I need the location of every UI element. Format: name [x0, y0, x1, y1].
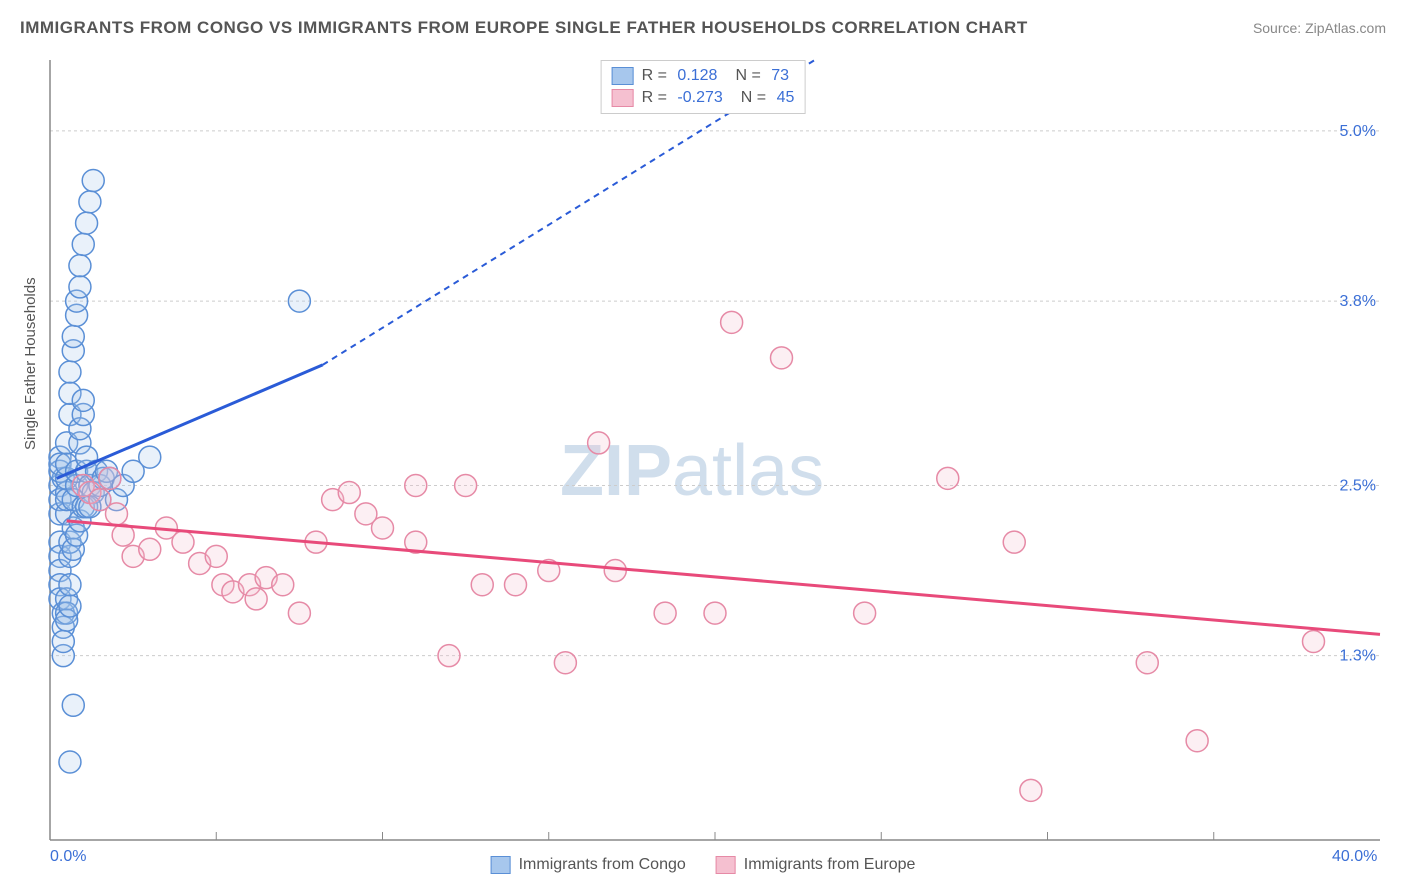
legend-swatch: [716, 856, 736, 874]
x-axis-max-label: 40.0%: [1332, 848, 1377, 866]
legend-label: Immigrants from Europe: [744, 856, 916, 874]
correlation-legend: R = 0.128N = 73 R = -0.273N = 45: [601, 60, 806, 114]
series-legend: Immigrants from Congo Immigrants from Eur…: [491, 856, 916, 874]
svg-text:1.3%: 1.3%: [1340, 648, 1376, 665]
source-credit: Source: ZipAtlas.com: [1253, 20, 1386, 36]
legend-stat-row: R = 0.128N = 73: [612, 65, 795, 87]
svg-text:5.0%: 5.0%: [1340, 123, 1376, 140]
svg-text:2.5%: 2.5%: [1340, 477, 1376, 494]
chart-title: IMMIGRANTS FROM CONGO VS IMMIGRANTS FROM…: [20, 18, 1028, 38]
legend-swatch: [612, 89, 634, 107]
x-axis-min-label: 0.0%: [50, 848, 86, 866]
legend-stat-text: R = -0.273N = 45: [642, 89, 795, 107]
chart-container: IMMIGRANTS FROM CONGO VS IMMIGRANTS FROM…: [0, 0, 1406, 892]
chart-svg: 1.3% 2.5% 3.8% 5.0%: [0, 50, 1406, 892]
legend-stat-row: R = -0.273N = 45: [612, 87, 795, 109]
legend-swatch: [612, 67, 634, 85]
svg-text:3.8%: 3.8%: [1340, 293, 1376, 310]
legend-item: Immigrants from Europe: [716, 856, 916, 874]
legend-item: Immigrants from Congo: [491, 856, 686, 874]
legend-label: Immigrants from Congo: [519, 856, 686, 874]
legend-stat-text: R = 0.128N = 73: [642, 67, 789, 85]
legend-swatch: [491, 856, 511, 874]
